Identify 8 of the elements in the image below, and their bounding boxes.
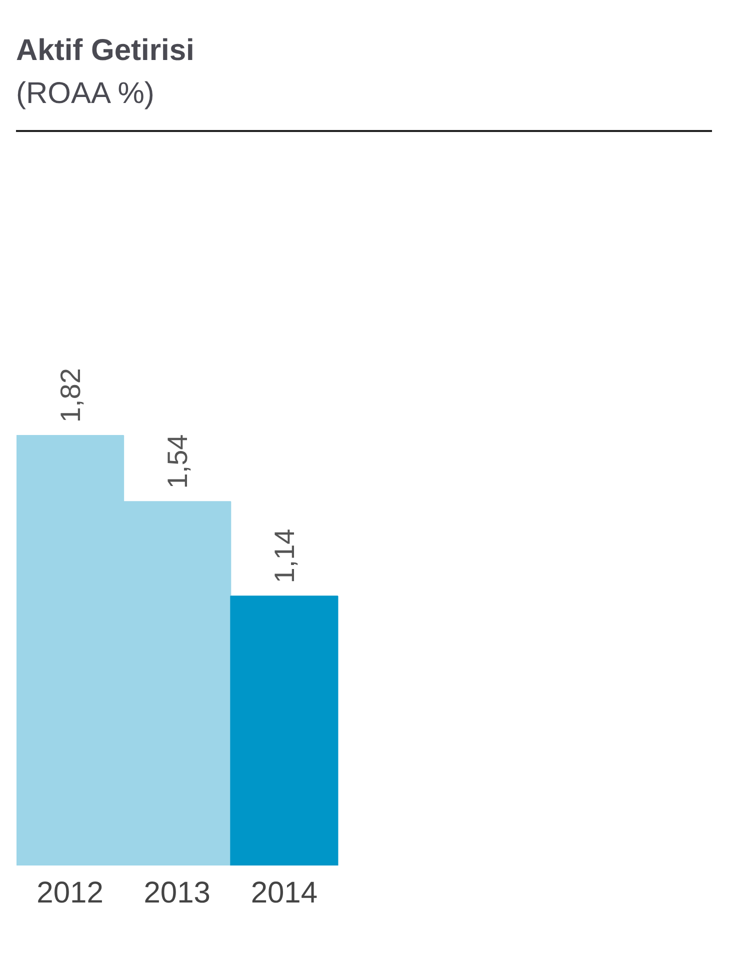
x-tick-label: 2014 — [250, 876, 318, 910]
chart-subtitle: (ROAA %) — [16, 76, 156, 112]
chart-title: Aktif Getirisi — [16, 33, 196, 69]
x-tick-label: 2013 — [144, 876, 210, 910]
data-label: 1,14 — [269, 528, 300, 584]
data-label: 1,82 — [55, 368, 86, 423]
data-label: 1,54 — [162, 434, 194, 489]
x-tick-label: 2012 — [36, 876, 104, 910]
